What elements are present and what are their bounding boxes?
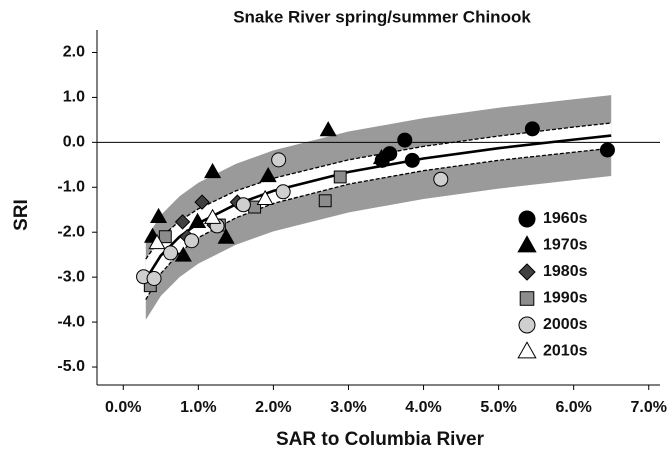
x-tick-label: 5.0%	[480, 399, 516, 416]
point	[259, 166, 277, 183]
legend-marker	[517, 341, 537, 359]
y-tick-label: -3.0	[57, 268, 85, 285]
y-tick-label: -4.0	[57, 313, 85, 330]
point	[174, 246, 192, 262]
point	[404, 152, 420, 168]
x-tick-label: 2.0%	[255, 399, 291, 416]
point	[149, 207, 168, 224]
point	[146, 271, 162, 286]
point	[194, 194, 210, 210]
point	[189, 212, 207, 228]
point	[275, 184, 291, 200]
point	[163, 245, 179, 261]
point	[318, 194, 332, 208]
point	[217, 228, 235, 244]
point	[256, 189, 274, 206]
chart-title: Snake River spring/summer Chinook	[233, 7, 531, 26]
y-tick-label: -5.0	[57, 358, 85, 375]
point	[271, 152, 287, 168]
x-tick-label: 6.0%	[555, 399, 591, 416]
point	[235, 197, 251, 213]
y-tick-label: 0.0	[63, 134, 85, 151]
point	[174, 214, 191, 230]
legend-marker	[518, 210, 536, 228]
confidence-upper	[145, 122, 612, 260]
legend-label: 2010s	[543, 343, 588, 360]
x-tick-label: 4.0%	[405, 399, 441, 416]
legend-marker	[518, 263, 536, 281]
legend-marker	[518, 316, 536, 334]
point	[184, 233, 200, 249]
y-tick-label: 1.0	[63, 89, 85, 106]
point	[372, 149, 391, 165]
x-tick-label: 7.0%	[631, 399, 667, 416]
x-tick-label: 0.0%	[105, 399, 141, 416]
legend-label: 1990s	[543, 290, 588, 307]
point	[524, 121, 540, 137]
fit-line	[144, 134, 612, 281]
point	[397, 132, 413, 148]
x-axis-title: SAR to Columbia River	[276, 429, 485, 450]
x-tick-label: 3.0%	[330, 399, 366, 416]
x-tick-label: 1.0%	[180, 399, 216, 416]
y-axis-title: SRI	[11, 199, 32, 231]
y-tick-label: -1.0	[57, 178, 85, 195]
point	[319, 121, 337, 137]
y-tick-label: 2.0	[63, 44, 85, 61]
legend-label: 1970s	[543, 237, 588, 254]
y-tick-label: -2.0	[57, 223, 85, 240]
point	[599, 142, 615, 158]
legend-marker	[517, 235, 537, 253]
legend-label: 2000s	[543, 316, 588, 333]
legend-label: 1980s	[543, 263, 588, 280]
point	[148, 233, 166, 250]
point	[204, 162, 222, 179]
point	[333, 170, 347, 184]
legend-marker	[519, 291, 535, 306]
legend-label: 1960s	[543, 210, 588, 227]
point	[433, 171, 449, 187]
point	[204, 208, 222, 224]
point	[158, 230, 172, 244]
